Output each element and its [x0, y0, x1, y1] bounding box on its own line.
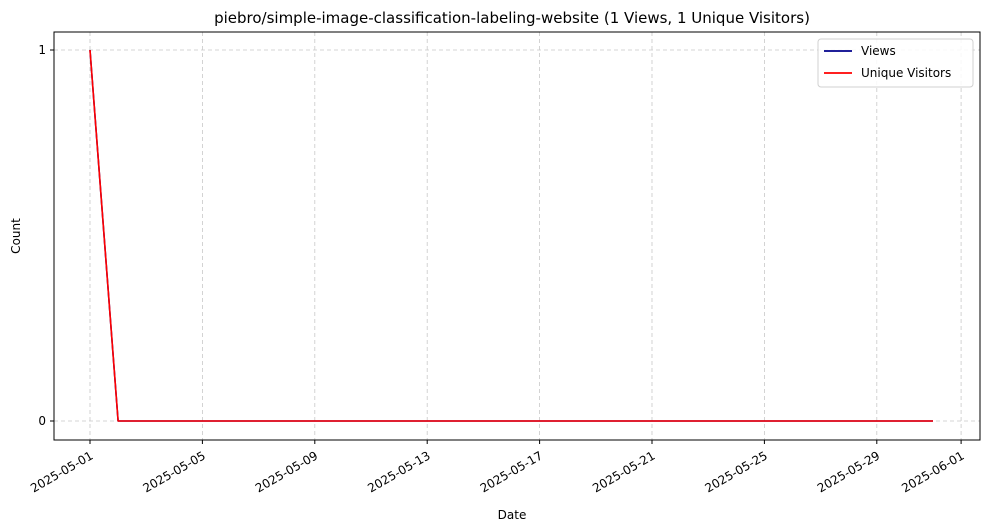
series-line-views: [89, 49, 933, 422]
x-axis-label: Date: [498, 508, 527, 522]
y-tick-label: 0: [38, 414, 46, 428]
y-tick-label: 1: [38, 43, 46, 57]
grid: [54, 32, 980, 440]
plot-frame: [53, 31, 981, 441]
chart-title: piebro/simple-image-classification-label…: [214, 9, 810, 27]
x-tick-label: 2025-06-01: [899, 448, 966, 495]
x-tick-label: 2025-05-21: [590, 448, 657, 495]
y-axis-label: Count: [9, 218, 23, 254]
legend-label: Unique Visitors: [861, 66, 951, 80]
series-layer: [89, 49, 933, 422]
x-tick-label: 2025-05-05: [140, 448, 207, 495]
legend-label: Views: [861, 44, 896, 58]
legend-box: [817, 38, 974, 88]
x-tick-label: 2025-05-13: [365, 448, 432, 495]
x-tick-label: 2025-05-17: [478, 448, 545, 495]
y-axis-ticks: 01: [38, 43, 54, 428]
x-tick-label: 2025-05-29: [815, 448, 882, 495]
x-axis-ticks: 2025-05-01 2025-05-05 2025-05-09 2025-05-13…: [28, 440, 967, 495]
series-line-unique-visitors: [89, 49, 933, 422]
x-tick-label: 2025-05-01: [28, 448, 95, 495]
x-tick-label: 2025-05-25: [702, 448, 769, 495]
x-tick-label: 2025-05-09: [253, 448, 320, 495]
legend: Views Unique Visitors: [817, 38, 974, 88]
